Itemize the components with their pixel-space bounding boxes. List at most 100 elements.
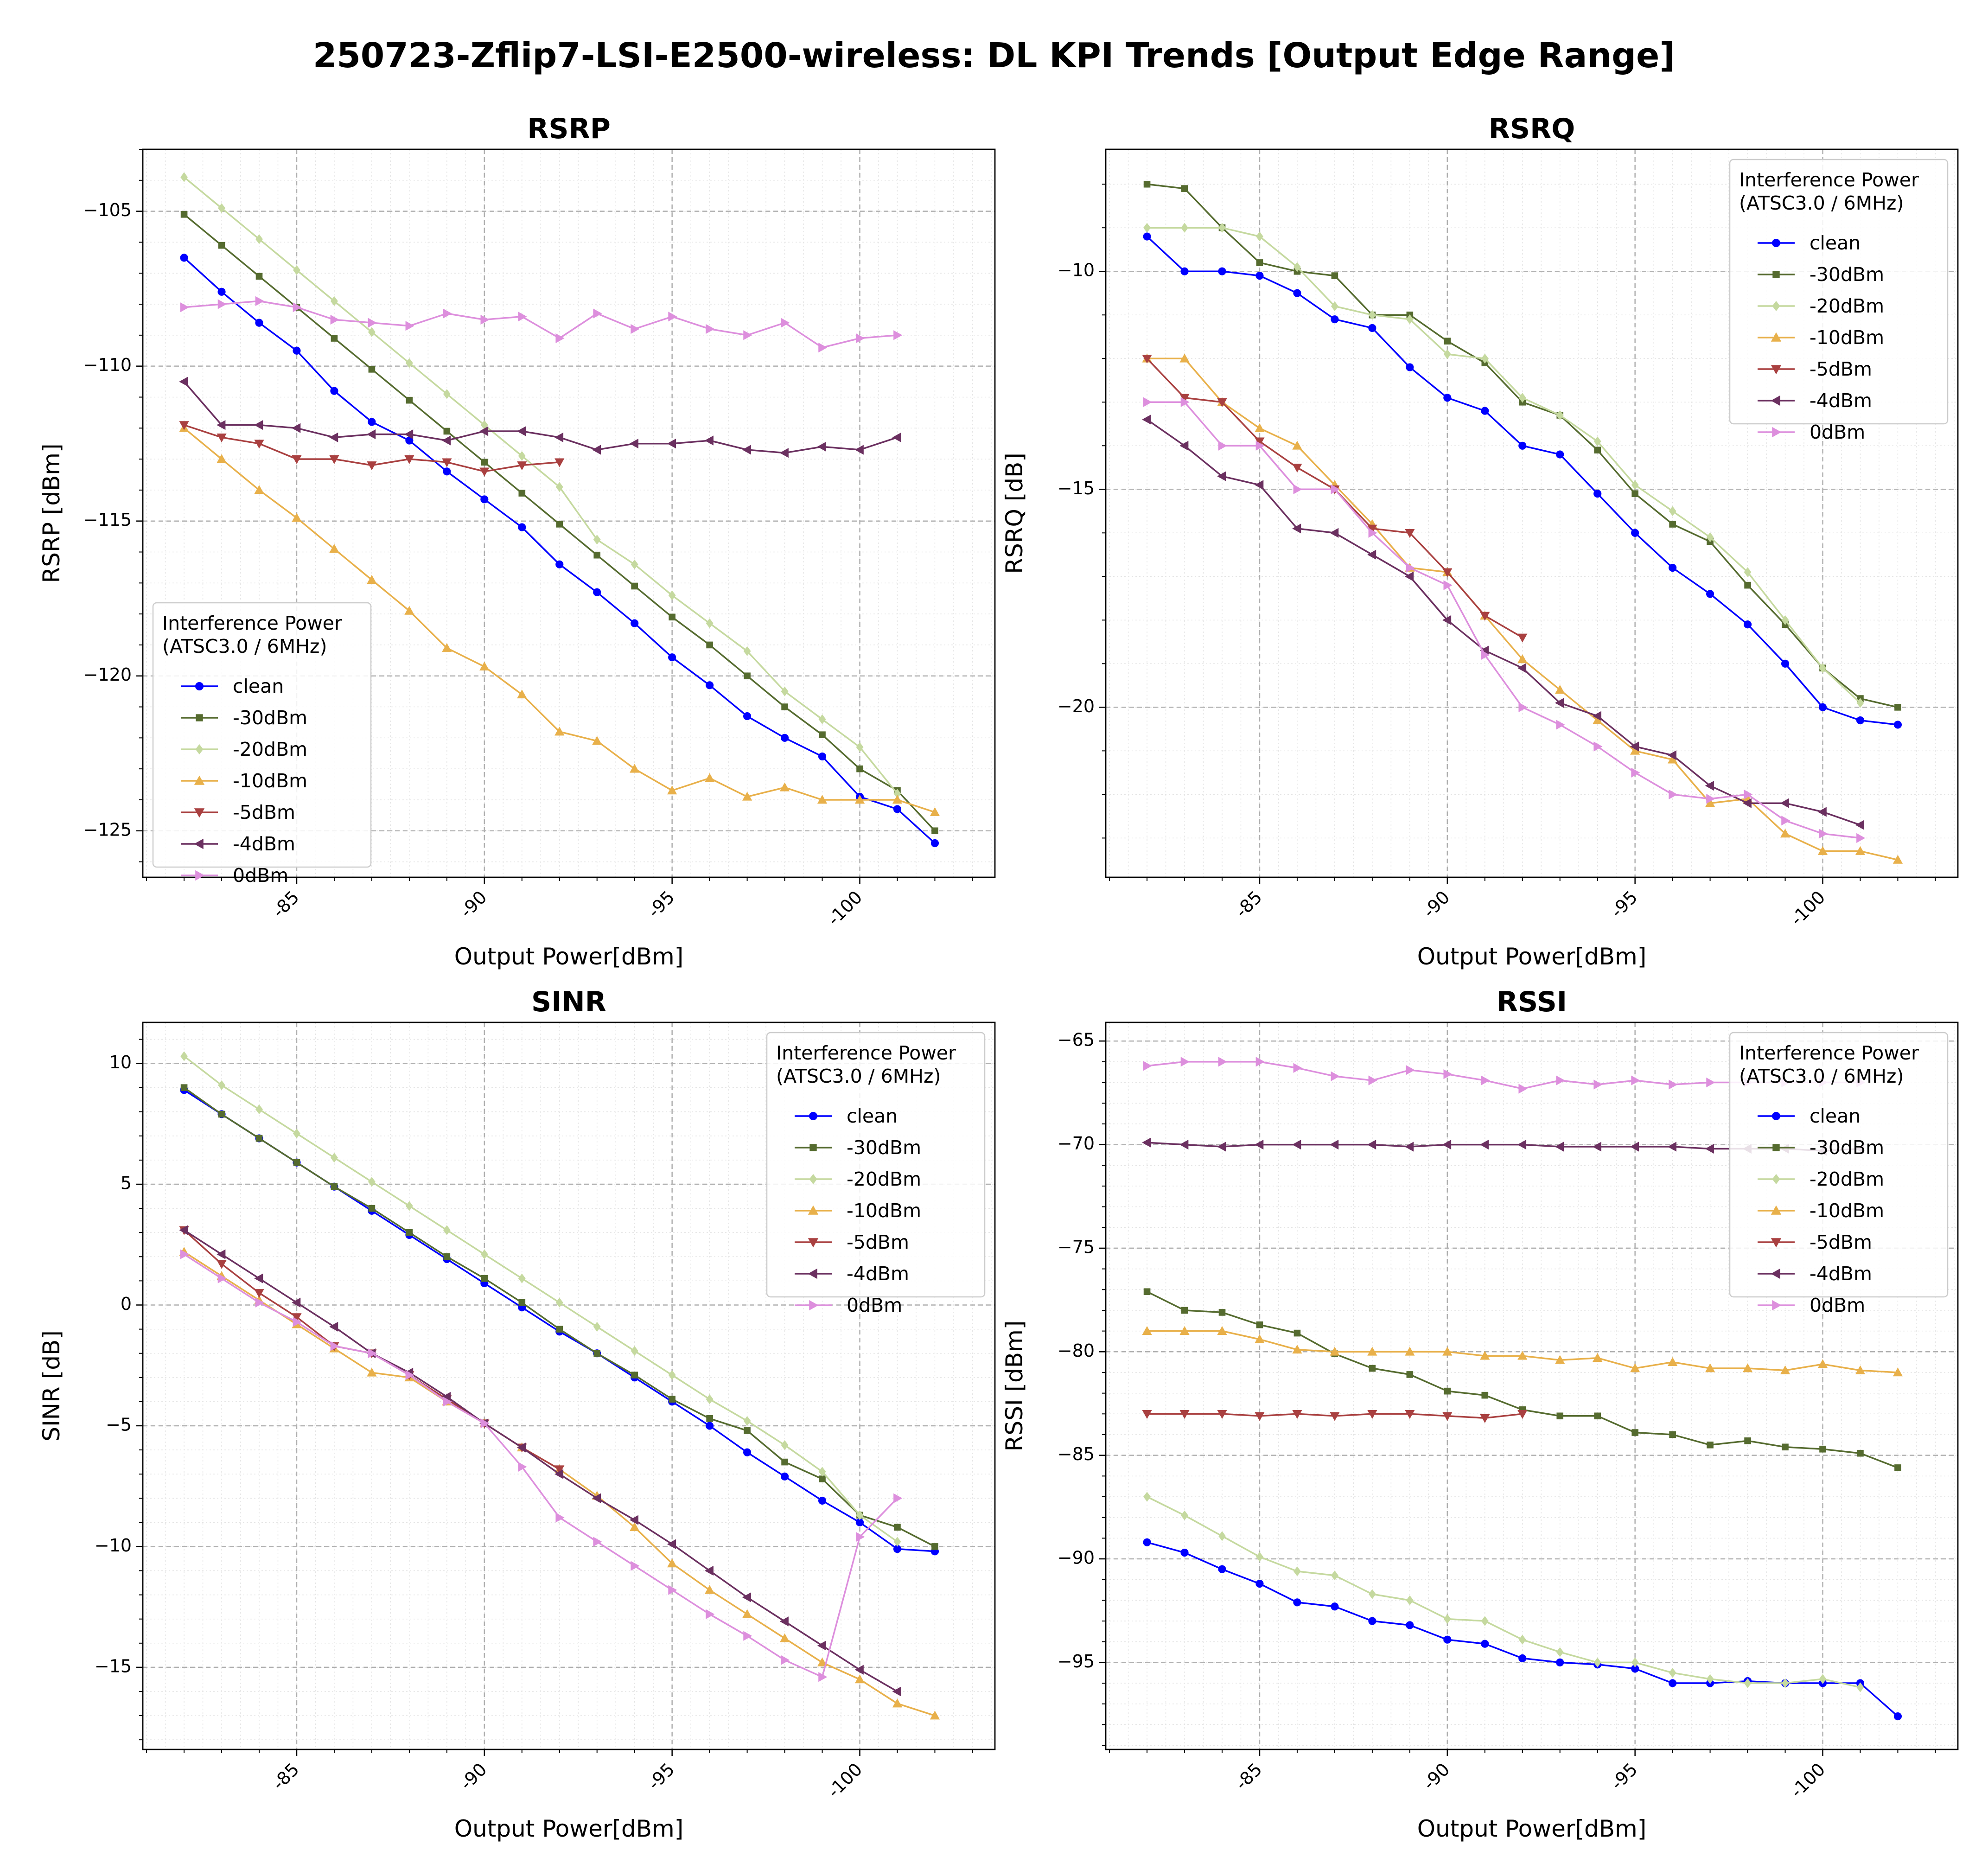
data-point — [1218, 267, 1226, 275]
data-point — [1293, 1329, 1301, 1337]
legend-box — [1729, 159, 1949, 425]
data-point — [667, 1539, 676, 1549]
data-point — [1742, 1363, 1753, 1372]
data-point — [480, 1249, 488, 1259]
data-point — [255, 273, 263, 280]
data-point — [1443, 1614, 1451, 1624]
y-tick-label: −20 — [1058, 696, 1095, 716]
data-point — [1443, 1069, 1453, 1079]
data-point — [817, 1640, 826, 1651]
data-point — [331, 335, 338, 342]
data-point — [669, 1396, 675, 1403]
series--5dBm — [179, 421, 565, 477]
data-point — [856, 742, 864, 753]
data-point — [1706, 1674, 1714, 1684]
data-point — [854, 1665, 864, 1675]
data-point — [1669, 521, 1676, 528]
data-point — [1817, 1359, 1828, 1368]
data-point — [1517, 1139, 1527, 1150]
data-point — [443, 1225, 451, 1235]
legend-swatch-marker — [1771, 365, 1782, 375]
data-point — [1368, 528, 1377, 538]
data-point — [1444, 338, 1451, 345]
data-point — [668, 1585, 677, 1595]
data-point — [1181, 223, 1188, 233]
legend-swatch-marker — [809, 1174, 817, 1185]
data-point — [254, 440, 264, 449]
data-point — [254, 420, 263, 430]
series--30dBm — [180, 211, 938, 835]
y-tick-label: −95 — [1058, 1651, 1095, 1672]
data-point — [1142, 1410, 1152, 1419]
data-point — [331, 1183, 338, 1190]
data-point — [781, 1655, 790, 1665]
data-point — [1367, 1347, 1377, 1356]
legend-swatch-marker — [195, 744, 204, 755]
data-point — [1556, 1075, 1565, 1085]
data-point — [1293, 1598, 1301, 1607]
data-point — [1705, 1363, 1715, 1372]
data-point — [1218, 1309, 1226, 1316]
data-point — [293, 346, 301, 355]
data-point — [854, 1674, 865, 1684]
data-point — [817, 1657, 828, 1666]
data-point — [218, 1111, 225, 1118]
data-point — [743, 712, 752, 721]
data-point — [1630, 1142, 1639, 1152]
data-point — [1481, 1640, 1489, 1648]
data-point — [180, 254, 188, 262]
data-point — [1331, 272, 1338, 279]
data-point — [1630, 1363, 1640, 1372]
x-axis-label: Output Power[dBm] — [454, 943, 684, 970]
data-point — [255, 319, 263, 327]
legend-swatch-marker — [1772, 427, 1782, 438]
data-point — [480, 314, 490, 325]
y-tick-label: −70 — [1058, 1133, 1095, 1154]
data-point — [856, 333, 865, 344]
data-point — [931, 827, 938, 835]
data-point — [179, 421, 189, 430]
data-point — [1481, 353, 1489, 364]
y-tick-label: 0 — [121, 1294, 132, 1314]
data-point — [893, 330, 903, 340]
data-point — [1555, 698, 1564, 708]
data-point — [779, 782, 790, 791]
data-point — [180, 1051, 188, 1061]
axes-frame — [1105, 148, 1959, 878]
data-point — [1667, 1142, 1676, 1152]
legend-swatch-marker — [809, 1111, 818, 1121]
data-point — [1894, 704, 1901, 711]
legend-swatch-marker — [196, 714, 203, 721]
legend-title-line: (ATSC3.0 / 6MHz) — [162, 635, 327, 657]
data-point — [1668, 1357, 1678, 1366]
data-point — [1744, 789, 1753, 800]
data-point — [780, 734, 789, 742]
data-point — [1443, 1635, 1452, 1644]
data-point — [1593, 741, 1603, 752]
data-point — [517, 689, 527, 699]
data-point — [1631, 1657, 1639, 1667]
legend-swatch-marker — [1771, 1205, 1782, 1215]
y-tick-label: −80 — [1058, 1340, 1095, 1361]
legend-swatch-marker — [808, 1268, 817, 1279]
data-point — [217, 299, 227, 309]
data-point — [1368, 1617, 1376, 1625]
data-point — [1179, 353, 1190, 363]
data-point — [668, 1370, 676, 1380]
data-point — [1706, 794, 1715, 804]
y-tick-label: −90 — [1058, 1548, 1095, 1568]
data-point — [255, 1135, 263, 1142]
data-point — [667, 785, 677, 795]
data-point — [442, 458, 452, 467]
data-point — [1217, 1410, 1227, 1419]
legend-title-line: (ATSC3.0 / 6MHz) — [1739, 1065, 1904, 1087]
data-point — [218, 1080, 225, 1091]
data-point — [1406, 1371, 1414, 1378]
data-point — [1180, 397, 1190, 407]
chart-rsrp: -85 -90 -95 -100−125−120−115−110−105RSRPOut… — [38, 113, 996, 970]
data-point — [1368, 310, 1376, 320]
data-point — [179, 377, 188, 387]
data-point — [892, 1698, 903, 1708]
legend-entry-label: -4dBm — [847, 1263, 909, 1285]
